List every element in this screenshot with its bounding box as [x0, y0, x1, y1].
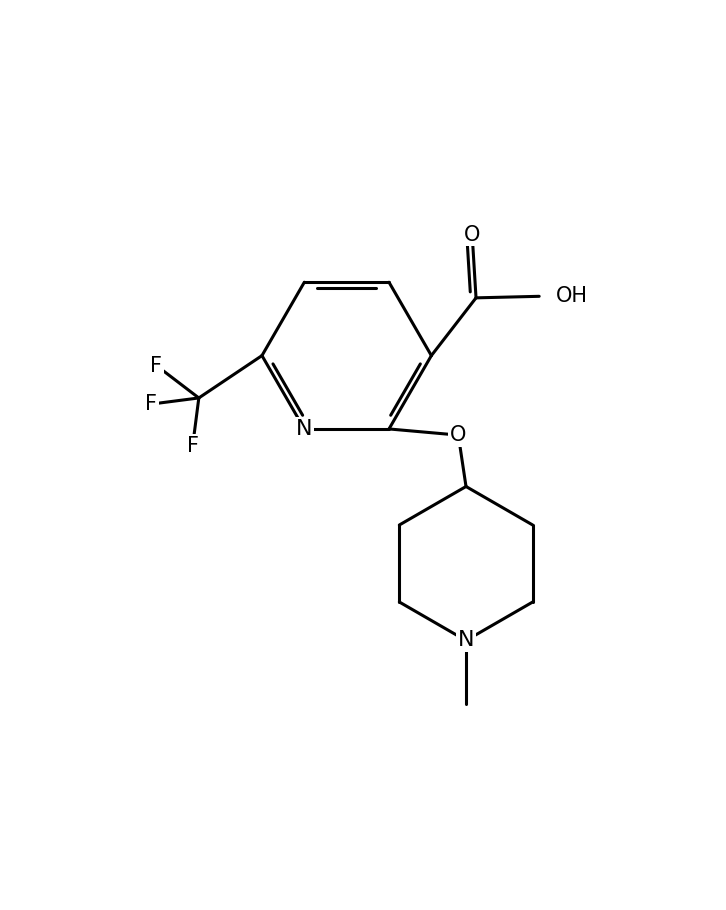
Text: N: N	[296, 419, 313, 439]
Text: F: F	[150, 356, 163, 376]
Text: O: O	[464, 225, 481, 245]
Text: OH: OH	[556, 287, 588, 307]
Text: O: O	[450, 425, 467, 445]
Text: F: F	[187, 436, 199, 456]
Text: F: F	[145, 394, 157, 414]
Text: N: N	[458, 631, 474, 651]
